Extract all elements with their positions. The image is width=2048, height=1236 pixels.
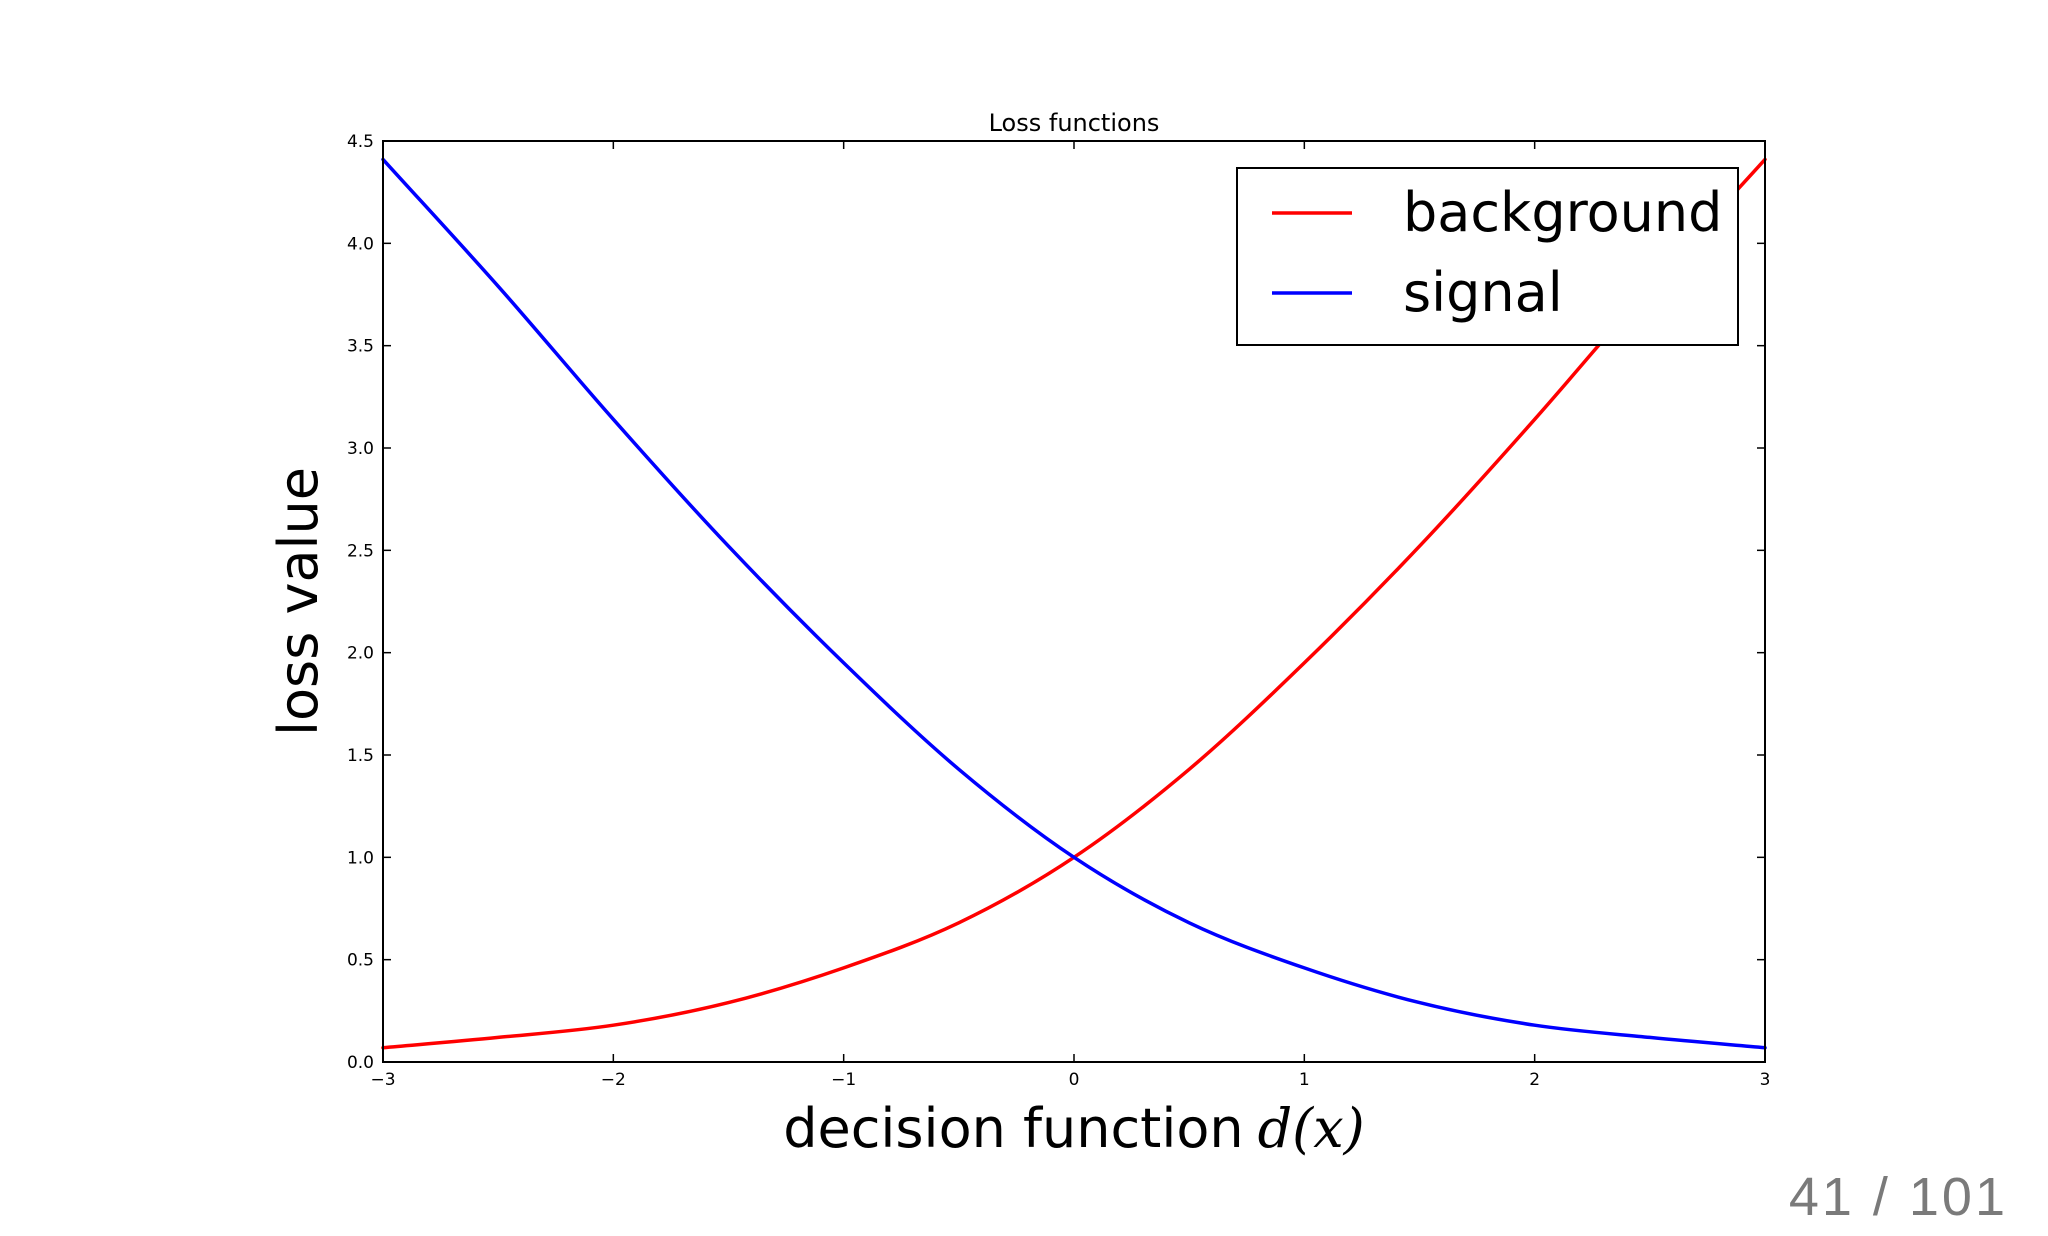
y-tick-labels: 0.0 0.5 1.0 1.5 2.0 2.5 3.0 3.5 4.0 4.5 xyxy=(347,132,374,1073)
series-line-background xyxy=(381,157,1767,1050)
x-axis-title-text: decision function xyxy=(783,1097,1243,1160)
legend-box xyxy=(1236,167,1739,346)
x-axis-title: decision function d(x) xyxy=(783,1097,1365,1160)
legend-label-background: background xyxy=(1403,181,1722,244)
tick-marks xyxy=(382,140,1766,1063)
x-axis-title-math: d(x) xyxy=(1258,1097,1365,1160)
page-number: 41 / 101 xyxy=(1788,1167,2008,1227)
chart-title: Loss functions xyxy=(989,109,1160,137)
x-tick-label: 2 xyxy=(1529,1070,1540,1090)
y-tick-label: 2.5 xyxy=(347,541,374,561)
y-tick-label: 2.0 xyxy=(347,644,374,664)
y-tick-label: 3.0 xyxy=(347,439,374,459)
y-tick-label: 1.5 xyxy=(347,746,374,766)
y-tick-label: 4.5 xyxy=(347,132,374,152)
x-tick-label: 3 xyxy=(1760,1070,1771,1090)
legend: background signal xyxy=(1236,167,1739,346)
y-tick-label: 3.5 xyxy=(347,337,374,357)
y-tick-label: 4.0 xyxy=(347,234,374,254)
legend-label-signal: signal xyxy=(1403,261,1563,324)
y-tick-label: 0.0 xyxy=(347,1053,374,1073)
x-tick-labels: −3 −2 −1 0 1 2 3 xyxy=(370,1070,1770,1090)
plot-lines xyxy=(381,157,1767,1050)
x-tick-label: −1 xyxy=(831,1070,856,1090)
x-tick-label: 1 xyxy=(1299,1070,1310,1090)
y-tick-label: 0.5 xyxy=(347,951,374,971)
x-tick-label: −3 xyxy=(370,1070,395,1090)
series-line-signal xyxy=(381,157,1767,1050)
x-tick-label: −2 xyxy=(601,1070,626,1090)
x-tick-label: 0 xyxy=(1069,1070,1080,1090)
y-tick-label: 1.0 xyxy=(347,848,374,868)
y-axis-title: loss value xyxy=(267,467,330,736)
